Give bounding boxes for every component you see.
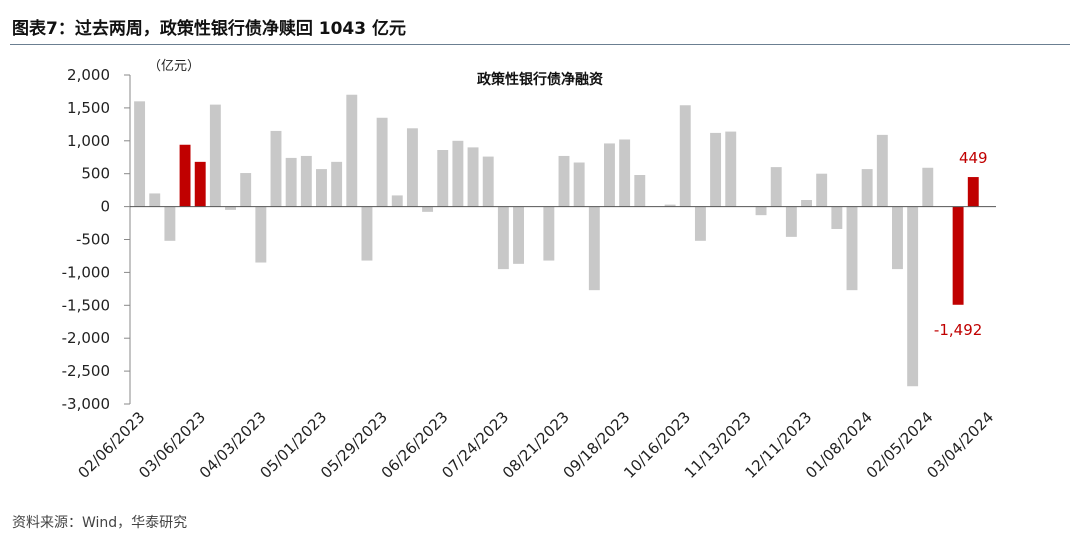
bar [316, 169, 327, 207]
bar [391, 195, 403, 207]
y-tick-label: -2,000 [62, 329, 110, 347]
data-label: -1,492 [934, 321, 982, 339]
unit-label: （亿元） [148, 59, 200, 74]
y-tick-label: -500 [76, 231, 110, 249]
bar [406, 128, 418, 207]
bar [255, 206, 267, 263]
bar [846, 206, 858, 291]
bar [513, 206, 524, 264]
bar [164, 206, 176, 241]
bar [573, 162, 585, 207]
bar [179, 144, 191, 207]
bar [209, 104, 221, 207]
bar [346, 94, 358, 207]
source-note: 资料来源：Wind，华泰研究 [12, 515, 188, 531]
bar [361, 206, 373, 261]
bar [679, 105, 691, 207]
bar [710, 132, 722, 207]
bar [967, 177, 979, 207]
figure-title: 图表7：过去两周，政策性银行债净赎回 1043 亿元 [12, 19, 406, 39]
bar [725, 131, 737, 207]
bar [134, 101, 146, 207]
bar [801, 200, 812, 207]
bar [861, 169, 873, 207]
bar [149, 193, 161, 207]
data-labels: 449 -1,492 [934, 149, 988, 339]
bar [376, 117, 388, 207]
bar [952, 206, 964, 305]
bar [497, 206, 509, 270]
bar [452, 140, 464, 207]
y-tick-label: -1,000 [62, 263, 110, 281]
bar [907, 206, 919, 387]
x-axis: 02/06/202303/06/202304/03/202305/01/2023… [75, 206, 997, 482]
y-tick-label: 2,000 [67, 66, 110, 84]
bar [588, 206, 600, 291]
bar [285, 157, 297, 207]
y-tick-label: -2,500 [62, 362, 110, 380]
bar [482, 156, 494, 207]
title-divider [10, 44, 1070, 45]
bars [134, 94, 979, 387]
bar [225, 206, 236, 210]
y-tick-label: 500 [81, 165, 110, 183]
bar [770, 167, 782, 207]
y-tick-label: 0 [100, 198, 110, 216]
bar [300, 155, 312, 207]
bar [422, 206, 434, 212]
bar [604, 143, 615, 207]
bar [331, 161, 343, 207]
bar [831, 206, 843, 229]
bar [664, 204, 676, 207]
bar [194, 161, 206, 207]
bar [694, 206, 706, 241]
y-axis: 2,000 1,500 1,000 500 0 -500 -1,000 -1,500 -2,00… [62, 66, 131, 413]
y-tick-label: -3,000 [62, 395, 110, 413]
bar [755, 206, 767, 216]
bar [558, 155, 570, 207]
bar [816, 173, 828, 207]
y-tick-label: -1,500 [62, 296, 110, 314]
bar [437, 150, 449, 207]
chart-title: 政策性银行债净融资 [477, 71, 603, 88]
bar [543, 206, 555, 261]
bar [785, 206, 797, 237]
bar [876, 134, 888, 207]
bar [270, 130, 282, 207]
bar [240, 173, 252, 207]
y-tick-label: 1,500 [67, 99, 110, 117]
bar [467, 147, 479, 207]
bar [634, 175, 646, 207]
bar [922, 167, 934, 207]
y-tick-label: 1,000 [67, 132, 110, 150]
bar [892, 206, 903, 270]
bar [619, 139, 631, 207]
data-label: 449 [959, 149, 988, 167]
